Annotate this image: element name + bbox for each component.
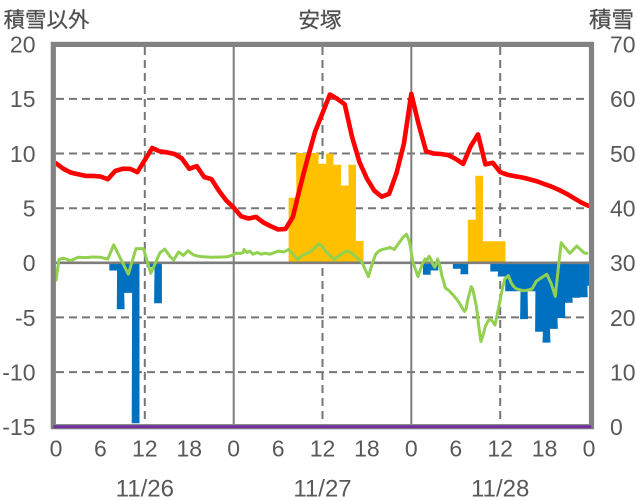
svg-text:5: 5: [23, 196, 36, 222]
svg-text:50: 50: [610, 141, 636, 167]
svg-text:12: 12: [487, 436, 513, 462]
svg-text:11/27: 11/27: [293, 475, 351, 501]
svg-text:-15: -15: [2, 414, 35, 440]
svg-text:0: 0: [405, 436, 418, 462]
svg-text:20: 20: [610, 305, 636, 331]
svg-text:30: 30: [610, 250, 636, 276]
svg-text:18: 18: [532, 436, 558, 462]
svg-text:6: 6: [449, 436, 462, 462]
svg-text:18: 18: [354, 436, 380, 462]
svg-text:60: 60: [610, 86, 636, 112]
svg-text:70: 70: [610, 32, 636, 58]
svg-text:11/28: 11/28: [471, 475, 529, 501]
svg-text:-10: -10: [2, 359, 35, 385]
svg-text:10: 10: [10, 141, 36, 167]
svg-text:20: 20: [10, 32, 36, 58]
svg-text:12: 12: [310, 436, 336, 462]
svg-text:0: 0: [610, 414, 623, 440]
svg-text:0: 0: [50, 436, 63, 462]
svg-text:11/26: 11/26: [116, 475, 174, 501]
svg-text:0: 0: [583, 436, 596, 462]
svg-text:0: 0: [227, 436, 240, 462]
svg-text:10: 10: [610, 359, 636, 385]
svg-text:0: 0: [23, 250, 36, 276]
svg-text:12: 12: [132, 436, 158, 462]
svg-text:-5: -5: [15, 305, 35, 331]
svg-text:18: 18: [177, 436, 203, 462]
svg-text:15: 15: [10, 86, 36, 112]
svg-text:6: 6: [272, 436, 285, 462]
svg-text:6: 6: [94, 436, 107, 462]
svg-text:40: 40: [610, 196, 636, 222]
